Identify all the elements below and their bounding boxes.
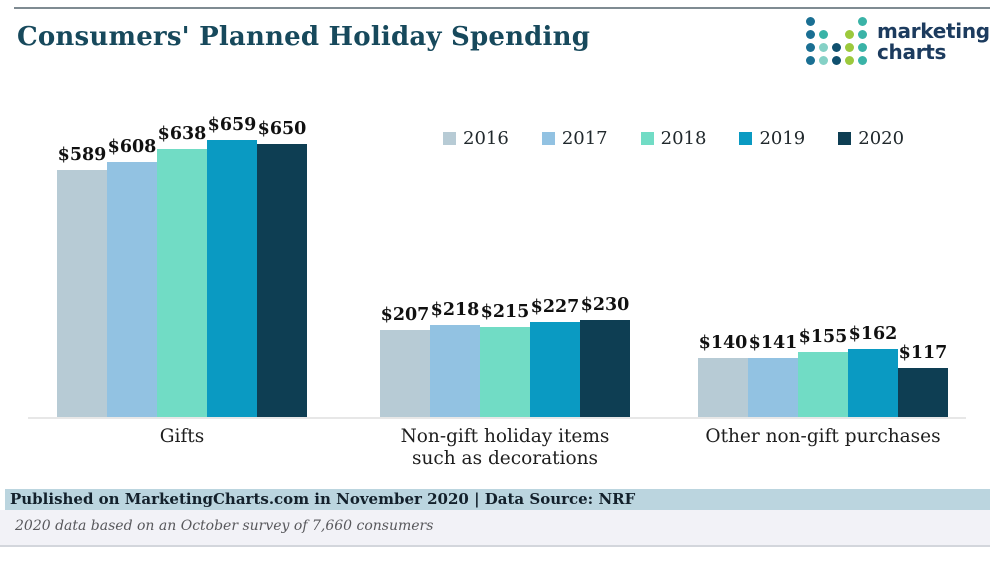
bar-slot: $155: [798, 327, 848, 417]
logo-dot-empty: [845, 17, 854, 26]
top-divider: [14, 7, 990, 9]
logo-dot: [819, 56, 828, 65]
bar-slot: $650: [257, 119, 307, 417]
bar-slot: $608: [107, 137, 157, 417]
marketingcharts-logo: marketing charts: [806, 17, 990, 66]
bar-2019-group0: [207, 140, 257, 417]
bar-2018-group2: [798, 352, 848, 417]
logo-dot: [845, 30, 854, 39]
bar-value-label: $117: [898, 343, 948, 363]
legend-swatch-2016: [443, 132, 456, 145]
published-bar: Published on MarketingCharts.com in Nove…: [5, 489, 990, 510]
bar-value-label: $227: [530, 297, 580, 317]
logo-wordmark: marketing charts: [877, 21, 990, 62]
logo-dot-empty: [832, 17, 841, 26]
logo-dot: [845, 56, 854, 65]
category-label-2: Other non-gift purchases: [705, 426, 941, 447]
bar-value-label: $230: [580, 295, 630, 315]
bar-2016-group0: [57, 170, 107, 417]
bar-value-label: $589: [57, 145, 107, 165]
logo-line2: charts: [877, 39, 947, 64]
bar-slot: $140: [698, 333, 748, 417]
bar-value-label: $218: [430, 300, 480, 320]
bar-value-label: $141: [748, 333, 798, 353]
logo-dots-icon: [806, 17, 868, 66]
logo-dot: [832, 56, 841, 65]
bar-chart: 2016 2017 2018 2019 2020 $589 $608 $638 $659 $65…: [0, 95, 1000, 480]
bar-2018-group1: [480, 327, 530, 417]
bar-slot: $227: [530, 297, 580, 417]
x-axis-line: [28, 417, 966, 419]
logo-dot-empty: [832, 30, 841, 39]
bar-value-label: $140: [698, 333, 748, 353]
bar-value-label: $215: [480, 302, 530, 322]
legend-label: 2018: [660, 128, 707, 149]
bar-2020-group1: [580, 320, 630, 417]
legend-item-2018: 2018: [640, 128, 707, 149]
bar-value-label: $659: [207, 115, 257, 135]
bar-slot: $638: [157, 124, 207, 417]
bar-2019-group1: [530, 322, 580, 417]
bar-value-label: $162: [848, 324, 898, 344]
bar-2017-group0: [107, 162, 157, 417]
logo-dot: [858, 43, 867, 52]
logo-dot-empty: [819, 17, 828, 26]
bar-group-2: $140 $141 $155 $162 $117: [698, 324, 948, 417]
logo-dot: [858, 17, 867, 26]
bar-2016-group1: [380, 330, 430, 417]
bar-group-0: $589 $608 $638 $659 $650: [57, 115, 307, 417]
logo-dot: [858, 56, 867, 65]
bar-value-label: $207: [380, 305, 430, 325]
bar-2017-group2: [748, 358, 798, 417]
page-title: Consumers' Planned Holiday Spending: [17, 22, 591, 52]
logo-dot: [858, 30, 867, 39]
bar-slot: $215: [480, 302, 530, 417]
bar-slot: $117: [898, 343, 948, 417]
bar-slot: $659: [207, 115, 257, 417]
logo-line1: marketing: [877, 19, 990, 44]
logo-dot: [806, 17, 815, 26]
legend-swatch-2019: [739, 132, 753, 145]
category-label-0: Gifts: [159, 426, 205, 447]
legend-label: 2017: [561, 128, 608, 149]
category-label-1: Non-gift holiday items such as decoratio…: [400, 426, 610, 469]
legend-label: 2019: [759, 128, 806, 149]
bar-slot: $207: [380, 305, 430, 417]
bar-value-label: $608: [107, 137, 157, 157]
logo-dot: [819, 30, 828, 39]
logo-dot: [845, 43, 854, 52]
legend-item-2020: 2020: [838, 128, 904, 149]
bar-value-label: $638: [157, 124, 207, 144]
legend-item-2019: 2019: [739, 128, 805, 149]
bar-2020-group2: [898, 368, 948, 417]
source-note: 2020 data based on an October survey of …: [0, 510, 990, 547]
bar-2020-group0: [257, 144, 307, 417]
logo-dot: [806, 43, 815, 52]
bar-value-label: $650: [257, 119, 307, 139]
legend-label: 2016: [463, 128, 509, 149]
bar-slot: $218: [430, 300, 480, 417]
logo-dot: [819, 43, 828, 52]
bar-slot: $589: [57, 145, 107, 417]
bar-2016-group2: [698, 358, 748, 417]
bar-2017-group1: [430, 325, 480, 417]
bar-slot: $230: [580, 295, 630, 417]
legend-label: 2020: [858, 128, 905, 149]
bar-slot: $141: [748, 333, 798, 417]
legend-swatch-2018: [640, 132, 654, 145]
logo-dot: [806, 30, 815, 39]
bar-group-1: $207 $218 $215 $227 $230: [380, 295, 630, 417]
logo-dot: [806, 56, 815, 65]
legend-swatch-2017: [541, 132, 555, 145]
logo-dot: [832, 43, 841, 52]
legend-item-2016: 2016: [443, 128, 509, 149]
bar-2018-group0: [157, 149, 207, 417]
chart-legend: 2016 2017 2018 2019 2020: [443, 128, 904, 149]
bar-2019-group2: [848, 349, 898, 417]
bar-value-label: $155: [798, 327, 848, 347]
legend-item-2017: 2017: [541, 128, 608, 149]
legend-swatch-2020: [838, 132, 852, 145]
bar-slot: $162: [848, 324, 898, 417]
